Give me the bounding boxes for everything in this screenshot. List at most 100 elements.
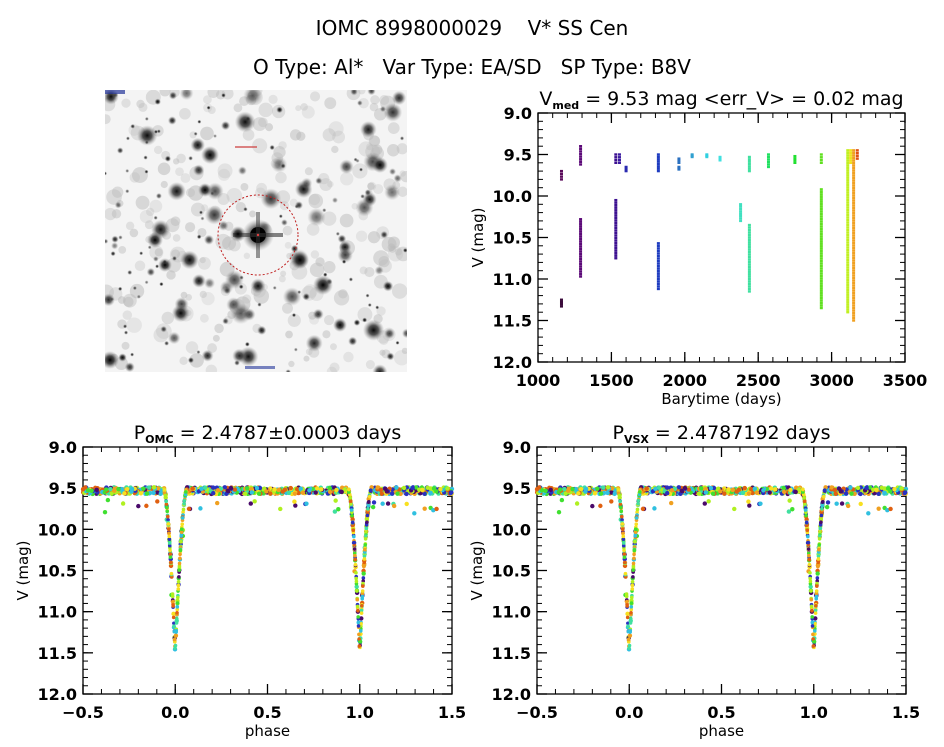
data-point bbox=[172, 624, 176, 628]
background-noise bbox=[308, 193, 324, 209]
data-point bbox=[634, 516, 639, 520]
chart-title: Vmed = 9.53 mag <err_V> = 0.02 mag bbox=[539, 88, 903, 112]
data-point bbox=[180, 522, 185, 526]
background-noise bbox=[125, 221, 135, 231]
field-star bbox=[393, 174, 402, 183]
data-point bbox=[849, 159, 853, 162]
data-point bbox=[736, 487, 742, 492]
field-star bbox=[365, 293, 370, 298]
data-cluster bbox=[677, 165, 681, 171]
background-noise bbox=[105, 207, 117, 221]
data-point bbox=[141, 486, 146, 491]
data-point bbox=[578, 487, 584, 492]
data-point bbox=[138, 491, 144, 496]
data-point bbox=[176, 583, 181, 588]
data-point bbox=[165, 509, 170, 513]
data-point bbox=[819, 202, 823, 206]
data-point bbox=[618, 502, 623, 507]
data-point bbox=[363, 547, 367, 552]
background-noise bbox=[387, 122, 400, 134]
data-point bbox=[852, 281, 856, 285]
data-point bbox=[631, 564, 636, 568]
background-noise bbox=[340, 172, 354, 186]
data-point bbox=[614, 231, 618, 235]
data-point bbox=[579, 250, 583, 253]
target-marker-circle bbox=[217, 194, 299, 276]
y-tick-label: 10.0 bbox=[493, 187, 532, 206]
field-star bbox=[291, 313, 297, 318]
data-point bbox=[852, 179, 856, 182]
data-point bbox=[846, 286, 850, 289]
data-point bbox=[814, 603, 818, 608]
corner-label-mark bbox=[105, 90, 125, 94]
data-point bbox=[846, 288, 850, 291]
data-point bbox=[395, 491, 400, 496]
background-noise bbox=[301, 105, 315, 119]
background-noise bbox=[129, 228, 139, 238]
background-noise bbox=[368, 135, 381, 148]
data-point bbox=[228, 485, 234, 491]
data-point bbox=[105, 497, 111, 503]
background-noise bbox=[217, 163, 233, 179]
data-point bbox=[579, 160, 583, 164]
data-point bbox=[822, 488, 827, 493]
background-noise bbox=[378, 256, 390, 268]
data-point bbox=[747, 290, 751, 293]
data-point bbox=[295, 487, 300, 492]
background-noise bbox=[278, 141, 287, 150]
data-point bbox=[617, 161, 621, 164]
data-point bbox=[747, 238, 751, 242]
data-point bbox=[614, 251, 618, 255]
background-noise bbox=[111, 209, 122, 219]
data-point bbox=[257, 485, 263, 491]
field-star bbox=[362, 317, 368, 323]
field-star bbox=[125, 189, 130, 194]
data-point bbox=[292, 499, 297, 504]
data-point bbox=[739, 214, 743, 218]
background-noise bbox=[280, 270, 287, 277]
data-point bbox=[656, 262, 660, 265]
bright-star bbox=[198, 183, 212, 197]
data-point bbox=[802, 499, 807, 503]
data-point bbox=[811, 637, 815, 641]
data-point bbox=[617, 158, 621, 162]
data-point bbox=[621, 534, 626, 539]
data-point bbox=[846, 276, 850, 279]
data-point bbox=[846, 271, 850, 274]
data-point bbox=[747, 243, 751, 246]
y-tick-label: 12.0 bbox=[493, 353, 532, 372]
background-noise bbox=[207, 90, 220, 98]
data-point bbox=[579, 150, 583, 153]
background-noise bbox=[369, 102, 379, 112]
data-point bbox=[852, 301, 856, 305]
data-point bbox=[819, 227, 823, 231]
data-point bbox=[852, 239, 856, 242]
data-point bbox=[874, 487, 879, 493]
data-point bbox=[359, 616, 364, 621]
data-point bbox=[804, 513, 808, 518]
data-point bbox=[362, 554, 367, 558]
data-point bbox=[362, 557, 367, 561]
data-point bbox=[336, 507, 341, 512]
data-point bbox=[614, 219, 618, 222]
field-star bbox=[307, 207, 326, 227]
data-point bbox=[696, 491, 702, 496]
field-star bbox=[359, 121, 377, 138]
background-noise bbox=[358, 90, 366, 95]
data-point bbox=[351, 523, 355, 528]
data-point bbox=[711, 485, 717, 491]
data-point bbox=[852, 186, 856, 190]
data-point bbox=[347, 490, 351, 494]
data-point bbox=[202, 485, 208, 490]
data-point bbox=[852, 254, 856, 257]
data-point bbox=[656, 270, 660, 273]
data-point bbox=[579, 245, 583, 248]
data-cluster bbox=[819, 153, 823, 164]
data-point bbox=[353, 557, 358, 562]
data-point bbox=[624, 165, 628, 169]
data-point bbox=[819, 264, 823, 268]
data-point bbox=[448, 490, 453, 496]
data-point bbox=[222, 485, 228, 490]
data-point bbox=[819, 235, 823, 238]
data-point bbox=[747, 258, 751, 261]
